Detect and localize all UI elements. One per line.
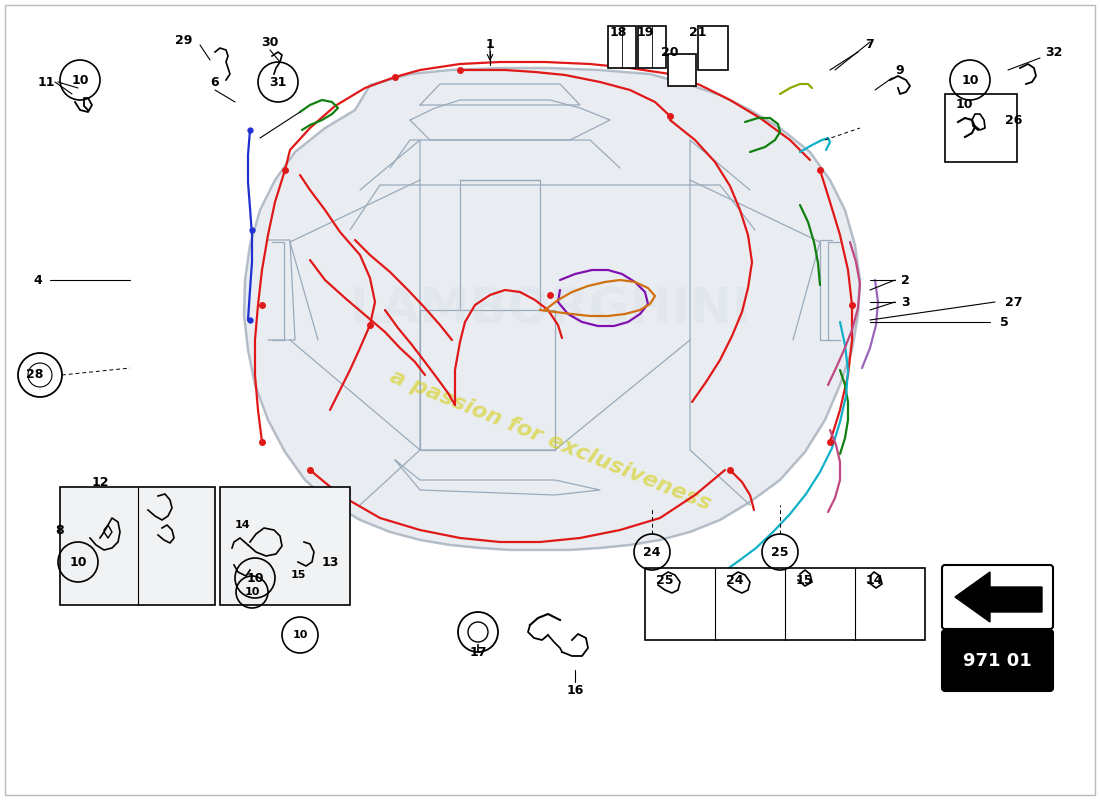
Bar bbox=[608, 26, 636, 68]
Text: 24: 24 bbox=[644, 546, 661, 558]
Text: 1: 1 bbox=[485, 38, 494, 51]
Text: 11: 11 bbox=[39, 75, 55, 89]
Polygon shape bbox=[955, 572, 1042, 622]
Text: 31: 31 bbox=[270, 75, 287, 89]
Text: 20: 20 bbox=[661, 46, 679, 58]
Text: 3: 3 bbox=[901, 295, 910, 309]
Text: 32: 32 bbox=[1045, 46, 1063, 58]
Bar bbox=[638, 26, 666, 68]
Text: 10: 10 bbox=[293, 630, 308, 640]
FancyBboxPatch shape bbox=[942, 630, 1053, 691]
Bar bbox=[945, 94, 1018, 162]
Text: 26: 26 bbox=[1005, 114, 1022, 126]
Text: 21: 21 bbox=[690, 26, 706, 38]
Text: 30: 30 bbox=[262, 35, 278, 49]
Text: 15: 15 bbox=[796, 574, 813, 586]
Circle shape bbox=[458, 612, 498, 652]
Text: 10: 10 bbox=[244, 587, 260, 597]
Text: 971 01: 971 01 bbox=[962, 652, 1032, 670]
Text: 8: 8 bbox=[56, 523, 64, 537]
Text: 29: 29 bbox=[175, 34, 192, 46]
Text: 27: 27 bbox=[1005, 295, 1023, 309]
Text: 5: 5 bbox=[1000, 315, 1009, 329]
Text: 12: 12 bbox=[91, 475, 109, 489]
Bar bbox=[668, 54, 696, 86]
Text: 6: 6 bbox=[211, 75, 219, 89]
Text: 19: 19 bbox=[636, 26, 653, 38]
Text: 24: 24 bbox=[726, 574, 744, 586]
Text: 25: 25 bbox=[771, 546, 789, 558]
Text: 2: 2 bbox=[901, 274, 910, 286]
Text: a passion for exclusiveness: a passion for exclusiveness bbox=[386, 366, 714, 514]
Text: 25: 25 bbox=[656, 574, 673, 586]
Text: 14: 14 bbox=[866, 574, 883, 586]
Polygon shape bbox=[244, 68, 860, 550]
Bar bbox=[698, 26, 728, 70]
Bar bbox=[220, 487, 350, 605]
Bar bbox=[645, 568, 925, 640]
Text: 14: 14 bbox=[235, 520, 251, 530]
Text: 13: 13 bbox=[321, 555, 339, 569]
Text: LAMBORGHINI: LAMBORGHINI bbox=[349, 286, 751, 334]
Text: 16: 16 bbox=[566, 683, 584, 697]
FancyBboxPatch shape bbox=[942, 565, 1053, 629]
Text: 18: 18 bbox=[609, 26, 627, 38]
Text: 10: 10 bbox=[69, 555, 87, 569]
Text: 9: 9 bbox=[895, 63, 904, 77]
Text: 10: 10 bbox=[246, 571, 264, 585]
Bar bbox=[60, 487, 215, 605]
Text: 10: 10 bbox=[72, 74, 89, 86]
Text: 4: 4 bbox=[34, 274, 43, 286]
Text: 10: 10 bbox=[961, 74, 979, 86]
Text: 28: 28 bbox=[26, 369, 44, 382]
Text: 15: 15 bbox=[290, 570, 306, 580]
Text: 10: 10 bbox=[956, 98, 974, 110]
Text: 7: 7 bbox=[866, 38, 874, 51]
Text: 17: 17 bbox=[470, 646, 486, 658]
